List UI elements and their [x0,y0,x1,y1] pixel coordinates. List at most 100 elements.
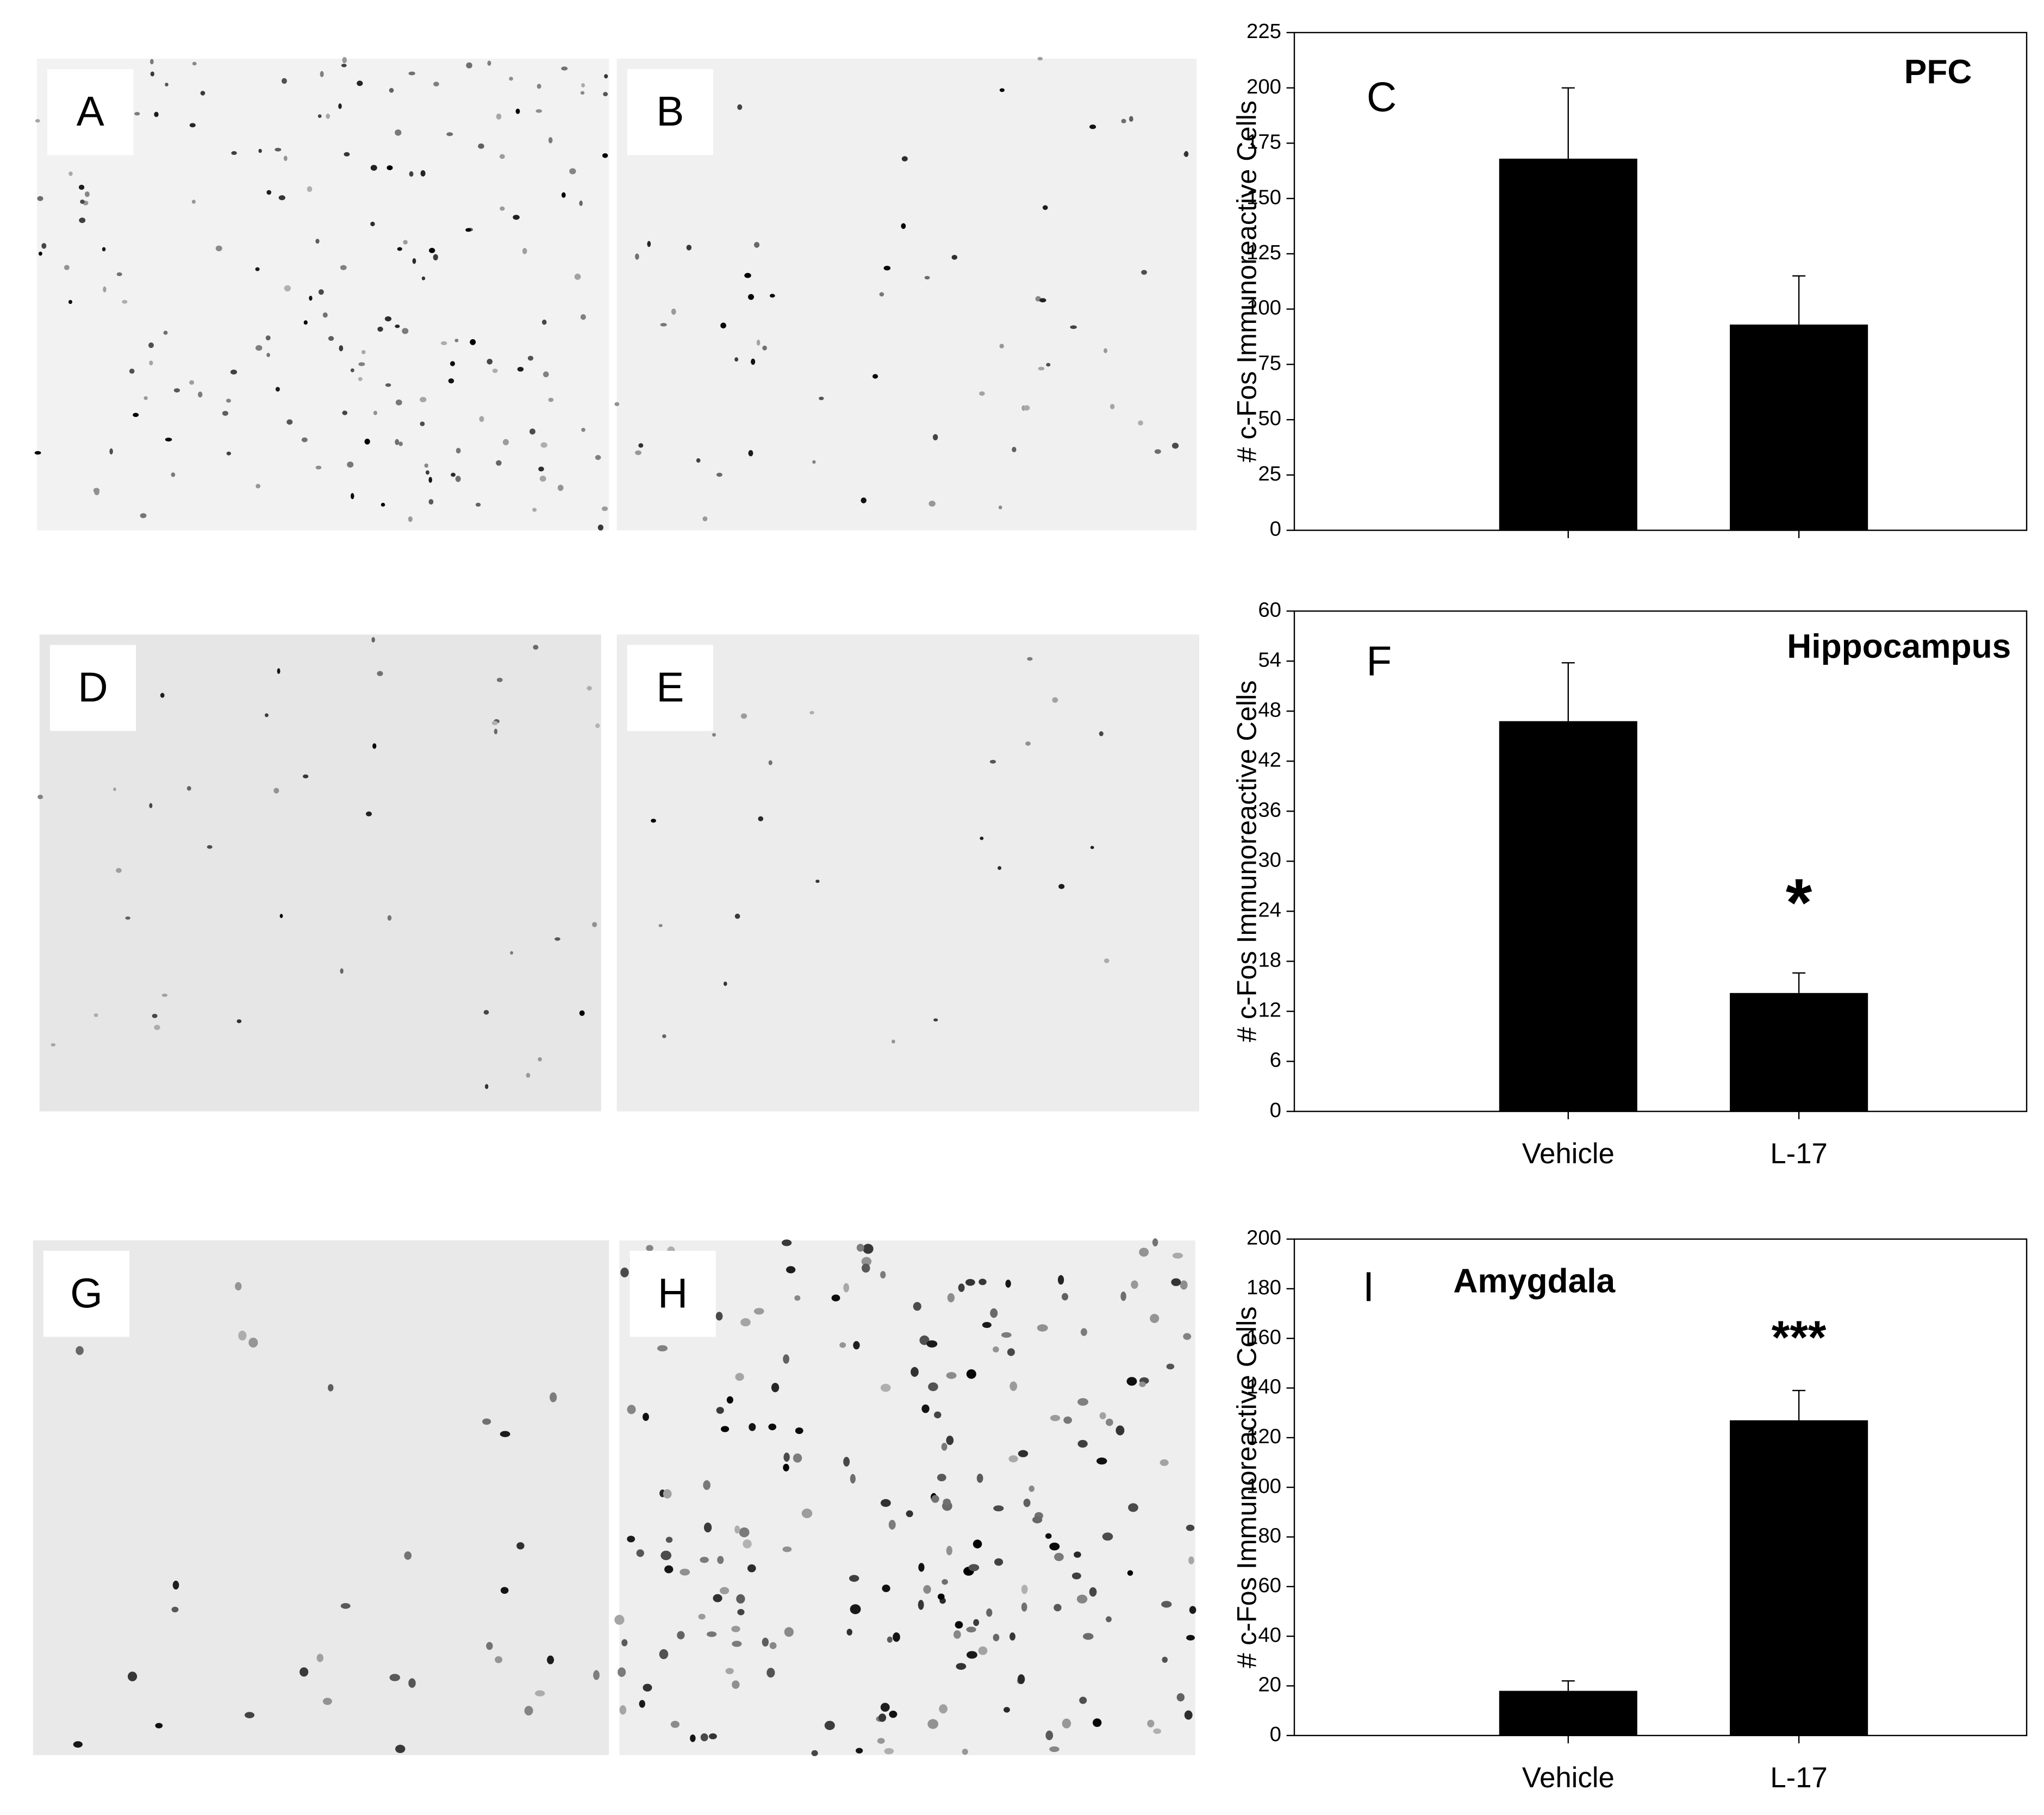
cell-nucleus [561,66,568,71]
cell-nucleus [315,465,322,470]
cell-nucleus [265,713,269,718]
cell-nucleus [795,1427,803,1434]
cell-nucleus [671,308,676,315]
cell-nucleus [1189,1606,1197,1614]
cell-nucleus [702,516,708,521]
cell-nucleus [700,1556,709,1563]
cell-nucleus [1032,1516,1043,1524]
cell-nucleus [706,1631,717,1637]
panel-label: G [70,1270,103,1317]
chart-title: Hippocampus [1787,628,2011,665]
cell-nucleus [318,289,324,295]
cell-nucleus [1180,1280,1188,1290]
cell-nucleus [700,1733,708,1742]
cell-nucleus [1160,1459,1169,1466]
cell-nucleus [535,1690,545,1697]
cell-nucleus [664,1565,674,1574]
cell-nucleus [448,378,454,384]
panel-letter: F [1366,639,1392,685]
cell-nucleus [350,368,354,372]
cell-nucleus [1106,1616,1112,1623]
cell-nucleus [861,497,867,503]
cell-nucleus [80,199,85,204]
y-tick-label: 180 [1247,1276,1281,1299]
y-tick-label: 225 [1247,20,1281,43]
cell-nucleus [152,1014,158,1018]
cell-nucleus [149,360,153,366]
cell-nucleus [307,186,313,192]
cell-nucleus [230,369,238,375]
cell-nucleus [862,1263,870,1273]
cell-nucleus [768,760,772,765]
cell-nucleus [719,1587,730,1594]
cell-nucleus [937,1593,945,1600]
cell-nucleus [921,1404,930,1413]
cell-nucleus [317,114,322,118]
panel-label-box [627,69,713,155]
cell-nucleus [144,396,148,400]
cell-nucleus [601,506,608,512]
cell-nucleus [999,344,1004,348]
cell-nucleus [999,88,1005,92]
cell-nucleus [466,62,472,68]
cell-nucleus [793,1453,802,1463]
cell-nucleus [880,1383,891,1392]
cell-nucleus [1102,1532,1113,1541]
cell-nucleus [924,276,930,280]
cell-nucleus [420,170,426,177]
chart-title: Amygdala [1453,1262,1616,1300]
cell-nucleus [372,743,377,749]
cell-nucleus [943,1498,951,1506]
cell-nucleus [1005,1280,1011,1288]
cell-nucleus [550,1392,557,1402]
cell-nucleus [1050,1415,1061,1421]
cell-nucleus [149,803,153,808]
bar [1730,325,1868,531]
x-tick-label: Vehicle [1522,1138,1615,1170]
cell-nucleus [351,492,354,500]
cell-nucleus [978,1646,988,1655]
cell-nucleus [265,335,271,341]
cell-nucleus [901,156,908,162]
cell-nucleus [526,1072,531,1078]
cell-nucleus [116,272,122,277]
cell-nucleus [918,1563,925,1572]
bar [1499,1691,1637,1736]
cell-nucleus [429,247,435,253]
cell-nucleus [456,447,461,454]
cell-nucleus [698,1613,706,1620]
cell-nucleus [1120,1292,1126,1301]
cell-nucleus [499,154,505,159]
cell-nucleus [342,410,348,415]
cell-nucleus [592,922,597,927]
panel-letter: I [1363,1264,1374,1310]
cell-nucleus [191,199,196,204]
cell-nucleus [1054,1552,1064,1561]
cell-nucleus [863,1244,874,1254]
cell-nucleus [122,300,128,304]
cell-nucleus [680,1568,690,1576]
cell-nucleus [968,1564,980,1571]
cell-nucleus [165,83,169,86]
cell-nucleus [892,1039,895,1044]
cell-nucleus [316,1654,323,1662]
cell-nucleus [561,192,566,198]
cell-nucleus [35,119,40,123]
x-tick-label: L-17 [1770,1138,1828,1170]
cell-nucleus [486,1642,493,1650]
cell-nucleus [946,1545,952,1556]
cell-nucleus [1025,741,1031,746]
cell-nucleus [465,228,471,232]
cell-nucleus [161,993,168,997]
cell-nucleus [1037,57,1043,61]
cell-nucleus [338,103,342,109]
cell-nucleus [939,1704,948,1714]
cell-nucleus [522,248,527,254]
cell-nucleus [389,88,394,93]
cell-nucleus [781,1239,792,1246]
cell-nucleus [357,80,363,86]
cell-nucleus [569,168,576,174]
cell-nucleus [1141,270,1148,275]
y-tick-label: 0 [1270,1723,1281,1746]
cell-nucleus [420,421,425,427]
